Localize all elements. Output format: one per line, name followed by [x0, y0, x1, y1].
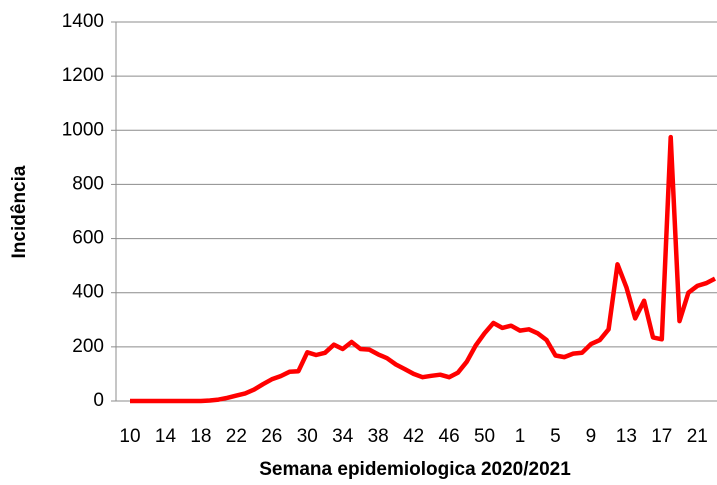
- x-tick-label: 42: [403, 426, 424, 447]
- x-tick-label: 18: [190, 426, 211, 447]
- x-tick-label: 34: [332, 426, 354, 447]
- x-tick-label: 26: [261, 426, 282, 447]
- y-tick-label: 1400: [62, 11, 104, 32]
- data-line: [130, 134, 717, 404]
- x-tick-label: 13: [616, 426, 637, 447]
- x-tick-label: 10: [119, 426, 140, 447]
- x-tick-label: 21: [687, 426, 708, 447]
- x-tick-label: 5: [550, 426, 561, 447]
- y-tick-label: 1000: [62, 119, 104, 140]
- x-tick-label: 50: [474, 426, 495, 447]
- x-axis-title: Semana epidemiologica 2020/2021: [259, 459, 571, 480]
- y-tick-label: 400: [72, 282, 104, 303]
- y-tick-label: 600: [72, 228, 104, 249]
- x-tick-label: 14: [155, 426, 177, 447]
- x-tick-label: 17: [651, 426, 672, 447]
- x-tick-label: 22: [226, 426, 247, 447]
- y-tick-label: 200: [72, 336, 104, 357]
- y-axis-title: Incidência: [9, 165, 30, 258]
- x-tick-label: 9: [586, 426, 597, 447]
- x-tick-label: 38: [368, 426, 389, 447]
- x-tick-label: 1: [515, 426, 526, 447]
- x-tick-label: 46: [439, 426, 460, 447]
- y-tick-label: 0: [93, 390, 104, 411]
- y-tick-label: 800: [72, 173, 104, 194]
- y-tick-label: 1200: [62, 65, 104, 86]
- x-tick-label: 30: [297, 426, 318, 447]
